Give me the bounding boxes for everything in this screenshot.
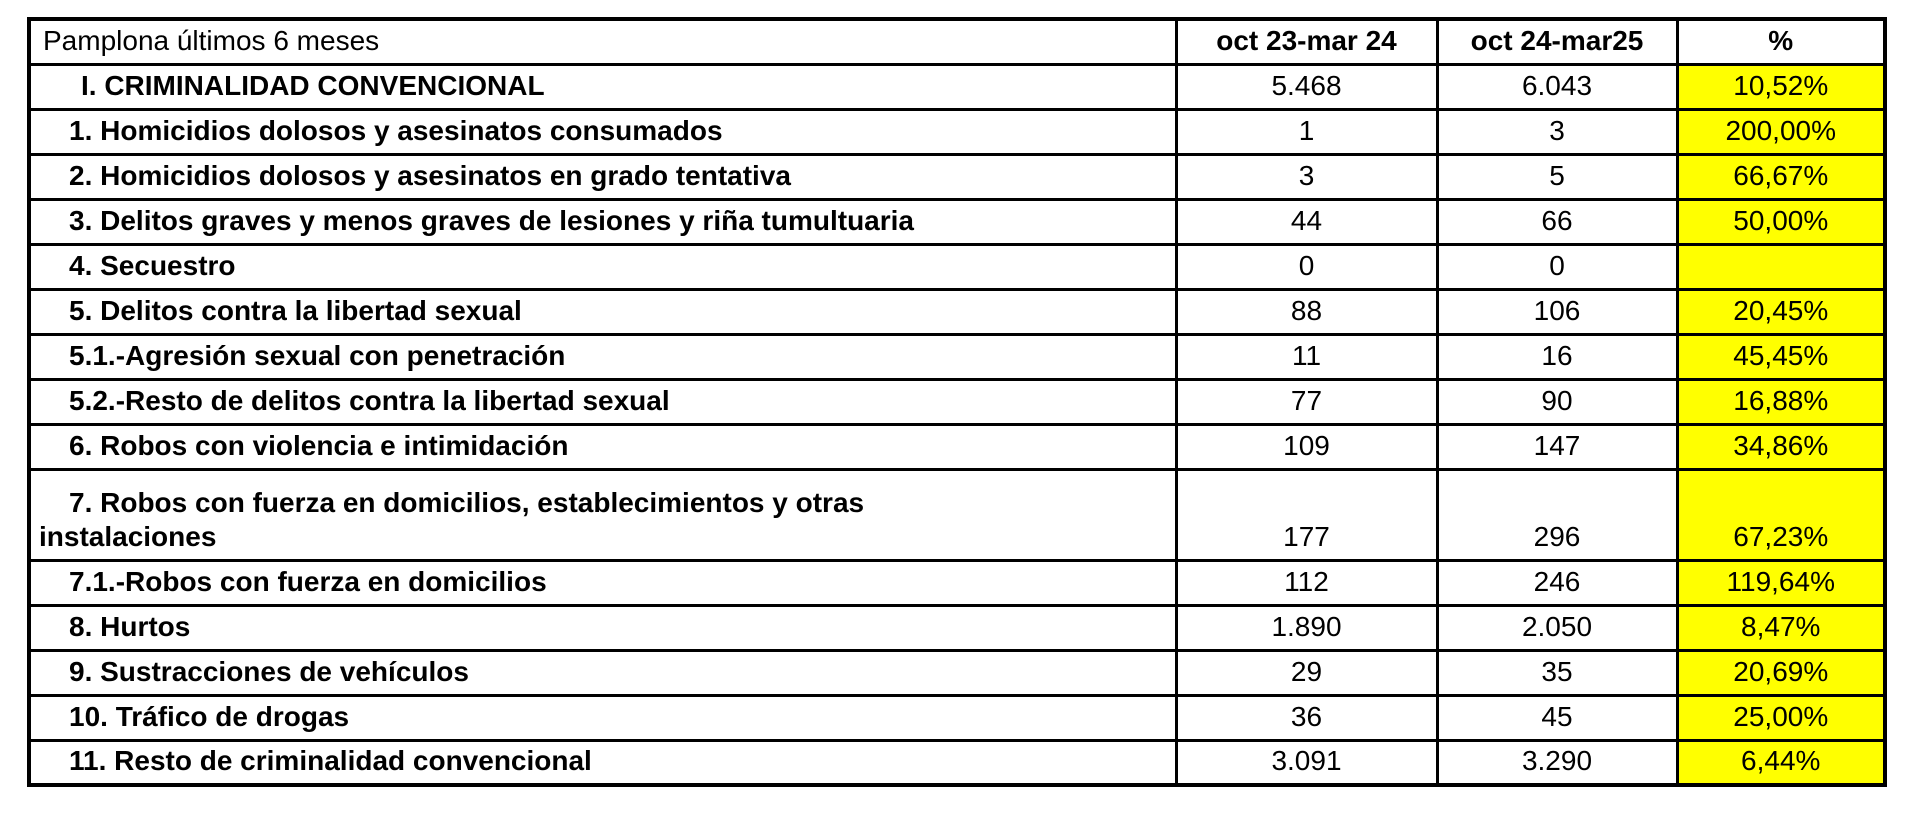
value-period2: 16 bbox=[1435, 332, 1679, 381]
table-row: I. CRIMINALIDAD CONVENCIONAL 5.468 6.043… bbox=[27, 62, 1887, 111]
percent-change-cell: 66,67% bbox=[1675, 152, 1887, 201]
value-period2: 35 bbox=[1435, 648, 1679, 697]
table-row: 5. Delitos contra la libertad sexual 88 … bbox=[27, 287, 1887, 336]
value-period1: 77 bbox=[1174, 377, 1439, 426]
value-period2: 0 bbox=[1435, 242, 1679, 291]
value-period2: 106 bbox=[1435, 287, 1679, 336]
table-row: 5.1.-Agresión sexual con penetración 11 … bbox=[27, 332, 1887, 381]
row-label: 3. Delitos graves y menos graves de lesi… bbox=[27, 197, 1178, 246]
row-label: 2. Homicidios dolosos y asesinatos en gr… bbox=[27, 152, 1178, 201]
value-period1: 177 bbox=[1174, 467, 1439, 562]
value-period2: 3.290 bbox=[1435, 738, 1679, 787]
row-label: 7. Robos con fuerza en domicilios, estab… bbox=[27, 467, 1178, 562]
percent-change-cell: 6,44% bbox=[1675, 738, 1887, 787]
percent-change-cell: 25,00% bbox=[1675, 693, 1887, 742]
value-period2: 45 bbox=[1435, 693, 1679, 742]
value-period1: 109 bbox=[1174, 422, 1439, 471]
table-header-row: Pamplona últimos 6 meses oct 23-mar 24 o… bbox=[27, 17, 1887, 66]
percent-change-cell: 67,23% bbox=[1675, 467, 1887, 562]
percent-change-cell: 10,52% bbox=[1675, 62, 1887, 111]
value-period2: 246 bbox=[1435, 558, 1679, 607]
value-period1: 29 bbox=[1174, 648, 1439, 697]
table-row: 7. Robos con fuerza en domicilios, estab… bbox=[27, 467, 1887, 562]
row-label: 1. Homicidios dolosos y asesinatos consu… bbox=[27, 107, 1178, 156]
percent-change-cell: 119,64% bbox=[1675, 558, 1887, 607]
value-period1: 88 bbox=[1174, 287, 1439, 336]
row-label: 11. Resto de criminalidad convencional bbox=[27, 738, 1178, 787]
table-row: 3. Delitos graves y menos graves de lesi… bbox=[27, 197, 1887, 246]
value-period2: 90 bbox=[1435, 377, 1679, 426]
table-row: 8. Hurtos 1.890 2.050 8,47% bbox=[27, 603, 1887, 652]
crime-stats-table: Pamplona últimos 6 meses oct 23-mar 24 o… bbox=[27, 17, 1887, 787]
table-title-cell: Pamplona últimos 6 meses bbox=[27, 17, 1178, 66]
row-label: 6. Robos con violencia e intimidación bbox=[27, 422, 1178, 471]
value-period2: 6.043 bbox=[1435, 62, 1679, 111]
value-period2: 147 bbox=[1435, 422, 1679, 471]
row-label: 9. Sustracciones de vehículos bbox=[27, 648, 1178, 697]
percent-change-cell: 34,86% bbox=[1675, 422, 1887, 471]
column-header-oct23-mar24: oct 23-mar 24 bbox=[1174, 17, 1439, 66]
row-label: I. CRIMINALIDAD CONVENCIONAL bbox=[27, 62, 1178, 111]
row-label: 10. Tráfico de drogas bbox=[27, 693, 1178, 742]
percent-change-cell: 8,47% bbox=[1675, 603, 1887, 652]
value-period2: 2.050 bbox=[1435, 603, 1679, 652]
percent-change-cell: 200,00% bbox=[1675, 107, 1887, 156]
table-row: 6. Robos con violencia e intimidación 10… bbox=[27, 422, 1887, 471]
row-label: 5.1.-Agresión sexual con penetración bbox=[27, 332, 1178, 381]
percent-change-cell bbox=[1675, 242, 1887, 291]
value-period2: 66 bbox=[1435, 197, 1679, 246]
value-period1: 112 bbox=[1174, 558, 1439, 607]
crime-stats-table-container: Pamplona últimos 6 meses oct 23-mar 24 o… bbox=[27, 17, 1887, 787]
table-row: 9. Sustracciones de vehículos 29 35 20,6… bbox=[27, 648, 1887, 697]
column-header-oct24-mar25: oct 24-mar25 bbox=[1435, 17, 1679, 66]
table-row: 10. Tráfico de drogas 36 45 25,00% bbox=[27, 693, 1887, 742]
value-period1: 3 bbox=[1174, 152, 1439, 201]
table-row: 4. Secuestro 0 0 bbox=[27, 242, 1887, 291]
table-row: 5.2.-Resto de delitos contra la libertad… bbox=[27, 377, 1887, 426]
percent-change-cell: 20,45% bbox=[1675, 287, 1887, 336]
table-row: 1. Homicidios dolosos y asesinatos consu… bbox=[27, 107, 1887, 156]
row-label: 4. Secuestro bbox=[27, 242, 1178, 291]
table-row: 2. Homicidios dolosos y asesinatos en gr… bbox=[27, 152, 1887, 201]
row-label: 5.2.-Resto de delitos contra la libertad… bbox=[27, 377, 1178, 426]
table-row: 11. Resto de criminalidad convencional 3… bbox=[27, 738, 1887, 787]
value-period1: 11 bbox=[1174, 332, 1439, 381]
value-period1: 0 bbox=[1174, 242, 1439, 291]
value-period1: 1.890 bbox=[1174, 603, 1439, 652]
value-period2: 3 bbox=[1435, 107, 1679, 156]
column-header-percent: % bbox=[1675, 17, 1887, 66]
percent-change-cell: 50,00% bbox=[1675, 197, 1887, 246]
value-period1: 5.468 bbox=[1174, 62, 1439, 111]
value-period2: 5 bbox=[1435, 152, 1679, 201]
percent-change-cell: 20,69% bbox=[1675, 648, 1887, 697]
value-period1: 36 bbox=[1174, 693, 1439, 742]
row-label: 7.1.-Robos con fuerza en domicilios bbox=[27, 558, 1178, 607]
table-row: 7.1.-Robos con fuerza en domicilios 112 … bbox=[27, 558, 1887, 607]
percent-change-cell: 16,88% bbox=[1675, 377, 1887, 426]
value-period1: 1 bbox=[1174, 107, 1439, 156]
row-label: 5. Delitos contra la libertad sexual bbox=[27, 287, 1178, 336]
row-label: 8. Hurtos bbox=[27, 603, 1178, 652]
percent-change-cell: 45,45% bbox=[1675, 332, 1887, 381]
value-period1: 44 bbox=[1174, 197, 1439, 246]
value-period2: 296 bbox=[1435, 467, 1679, 562]
value-period1: 3.091 bbox=[1174, 738, 1439, 787]
